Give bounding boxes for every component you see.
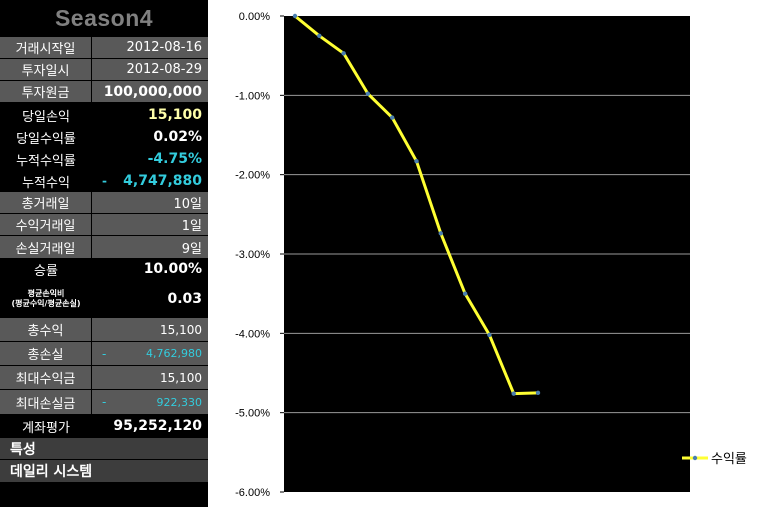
data-point — [414, 158, 419, 164]
data-point — [317, 33, 322, 39]
data-point — [341, 51, 346, 56]
season-title: Season4 — [0, 0, 208, 37]
series-layer — [292, 13, 541, 396]
minus-sign: - — [102, 174, 107, 188]
stat-row-cumulative-pnl: 누적수익 - 4,747,880 — [0, 170, 208, 192]
y-tick-label: -2.00% — [235, 170, 270, 182]
stat-value: 2012-08-29 — [92, 59, 208, 80]
stat-value: 95,252,120 — [113, 418, 202, 434]
stat-label: 누적수익 — [22, 175, 70, 191]
y-axis-ticks: 0.00% -1.00% -2.00% -3.00% -4.00% -5.00% -6.00… — [235, 11, 284, 499]
stat-value: 15,100 — [92, 318, 208, 341]
stat-value: 0.03 — [167, 290, 202, 307]
stat-row-cumulative-return: 누적수익률 -4.75% — [0, 148, 208, 170]
stat-label: 계좌평가 — [22, 420, 70, 436]
stat-value: 2012-08-16 — [92, 37, 208, 58]
stat-value-group: - 4,747,880 — [92, 170, 208, 192]
stat-label: 투자원금 — [0, 81, 92, 102]
stat-row-total-profit: 총수익 15,100 — [0, 318, 208, 342]
stat-label: 손실거래일 — [0, 236, 92, 258]
data-point — [365, 91, 371, 96]
data-point — [292, 13, 298, 19]
stat-label: 당일수익률 — [16, 131, 76, 147]
stats-panel: Season4 거래시작일 2012-08-16 투자일시 2012-08-29… — [0, 0, 208, 507]
legend-label: 수익률 — [711, 452, 747, 467]
stat-row-daily-return: 당일수익률 0.02% — [0, 126, 208, 148]
stat-label: 총손실 — [0, 342, 92, 365]
stat-label: 투자일시 — [0, 59, 92, 80]
stat-value: 4,747,880 — [123, 173, 202, 189]
stat-value: 100,000,000 — [92, 81, 208, 102]
data-point — [390, 115, 395, 120]
stat-row-total-loss: 총손실 - 4,762,980 — [0, 342, 208, 366]
stat-row-pnl-ratio: 평균손익비 (평균수익/평균손실) 0.03 — [0, 280, 208, 317]
y-tick-label: -1.00% — [235, 90, 270, 102]
stat-label-line: (평균수익/평균손실) — [11, 298, 81, 308]
stat-value: 0.02% — [153, 129, 202, 145]
stat-row-start-date: 거래시작일 2012-08-16 — [0, 37, 208, 59]
legend: 수익률 — [682, 452, 747, 467]
y-tick-label: -4.00% — [235, 328, 270, 340]
stat-label: 누적수익률 — [16, 153, 76, 169]
minus-sign: - — [102, 395, 107, 409]
y-tick-label: -6.00% — [235, 487, 270, 499]
return-chart: 0.00% -1.00% -2.00% -3.00% -4.00% -5.00% -6.00… — [214, 0, 767, 507]
stat-label: 거래시작일 — [0, 37, 92, 58]
data-point — [535, 390, 541, 396]
stat-label: 승률 — [34, 263, 58, 279]
y-tick-label: -5.00% — [235, 408, 270, 420]
stat-value: 4,762,980 — [146, 347, 202, 360]
stat-label: 수익거래일 — [0, 214, 92, 235]
stat-label: 당일손익 — [22, 109, 70, 125]
stat-row-max-profit: 최대수익금 15,100 — [0, 366, 208, 390]
gridlines — [284, 94, 690, 414]
stat-value-group: - 4,762,980 — [92, 342, 208, 365]
stat-value: -4.75% — [147, 151, 202, 167]
stat-value: 15,100 — [147, 107, 202, 123]
stat-row-profit-days: 수익거래일 1일 — [0, 214, 208, 236]
stat-row-max-loss: 최대손실금 - 922,330 — [0, 390, 208, 414]
stat-label: 총수익 — [0, 318, 92, 341]
minus-sign: - — [102, 346, 107, 361]
stat-label: 최대수익금 — [0, 366, 92, 389]
legend-marker — [692, 455, 698, 461]
stat-row-account-value: 계좌평가 95,252,120 — [0, 414, 208, 438]
stat-value: 9일 — [92, 236, 208, 258]
y-tick-label: -3.00% — [235, 249, 270, 261]
panel-divider — [208, 0, 214, 507]
chart-svg: 0.00% -1.00% -2.00% -3.00% -4.00% -5.00% -6.00… — [235, 11, 747, 499]
stat-label-line: 평균손익비 — [27, 288, 65, 298]
feature-header: 특성 — [0, 438, 208, 460]
stat-row-principal: 투자원금 100,000,000 — [0, 81, 208, 103]
data-point — [487, 332, 492, 338]
stat-label: 평균손익비 (평균수익/평균손실) — [0, 280, 92, 317]
stat-label: 총거래일 — [0, 192, 92, 213]
stat-label: 최대손실금 — [0, 390, 92, 414]
data-point — [462, 291, 468, 296]
stat-value: 922,330 — [156, 395, 203, 409]
data-point — [438, 231, 443, 236]
stat-row-invest-date: 투자일시 2012-08-29 — [0, 59, 208, 81]
stat-value-group: - 922,330 — [92, 390, 208, 414]
data-point — [511, 391, 516, 396]
stat-value: 10일 — [92, 192, 208, 213]
stat-row-daily-pnl: 당일손익 15,100 — [0, 104, 208, 126]
stat-row-total-days: 총거래일 10일 — [0, 192, 208, 214]
stat-row-win-rate: 승률 10.00% — [0, 258, 208, 280]
stat-value: 1일 — [92, 214, 208, 235]
stat-value: 15,100 — [92, 366, 208, 389]
system-type-label: 데일리 시스템 — [0, 460, 208, 482]
y-tick-label: 0.00% — [239, 11, 270, 23]
stat-row-loss-days: 손실거래일 9일 — [0, 236, 208, 258]
stat-value: 10.00% — [143, 261, 202, 277]
